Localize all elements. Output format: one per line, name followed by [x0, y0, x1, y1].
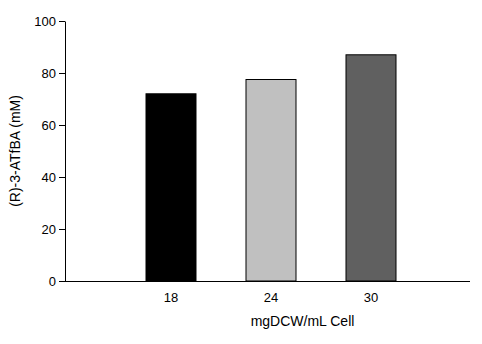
bars: [146, 55, 396, 281]
y-tick-mark: [59, 229, 65, 230]
y-tick-label: 100: [34, 14, 56, 29]
x-tick-label: 18: [164, 290, 178, 305]
y-axis-line: [65, 22, 66, 282]
y-tick-label: 60: [42, 118, 56, 133]
y-tick-label: 20: [42, 222, 56, 237]
y-tick: 100: [34, 14, 65, 29]
x-axis-line: [65, 281, 470, 282]
x-axis-domain: [122, 281, 422, 282]
y-tick: 20: [42, 222, 65, 237]
x-tick-label: 30: [364, 290, 378, 305]
chart: 0 20 40 60 80 100 18 24 30 mgDCW/mL Cell (R)-3-ATf…: [0, 0, 482, 344]
y-tick: 40: [42, 170, 65, 185]
y-tick-mark: [59, 177, 65, 178]
y-tick-mark: [59, 21, 65, 22]
y-tick-mark: [59, 125, 65, 126]
y-tick: 0: [49, 274, 65, 289]
x-axis-title: mgDCW/mL Cell: [251, 313, 355, 329]
y-tick-mark: [59, 73, 65, 74]
x-tick-label: 24: [264, 290, 278, 305]
bar: [146, 94, 196, 281]
bar: [246, 80, 296, 282]
y-tick: 60: [42, 118, 65, 133]
y-tick: 80: [42, 66, 65, 81]
bar: [346, 55, 396, 281]
x-axis: 18 24 30: [122, 281, 422, 305]
x-tick: 18: [164, 281, 178, 305]
y-tick-label: 80: [42, 66, 56, 81]
y-tick-label: 0: [49, 274, 56, 289]
y-axis: 0 20 40 60 80 100: [34, 14, 65, 289]
x-tick: 30: [364, 281, 378, 305]
x-tick: 24: [264, 281, 278, 305]
y-tick-label: 40: [42, 170, 56, 185]
y-axis-title: (R)-3-ATfBA (mM): [7, 95, 23, 207]
y-tick-mark: [59, 281, 65, 282]
